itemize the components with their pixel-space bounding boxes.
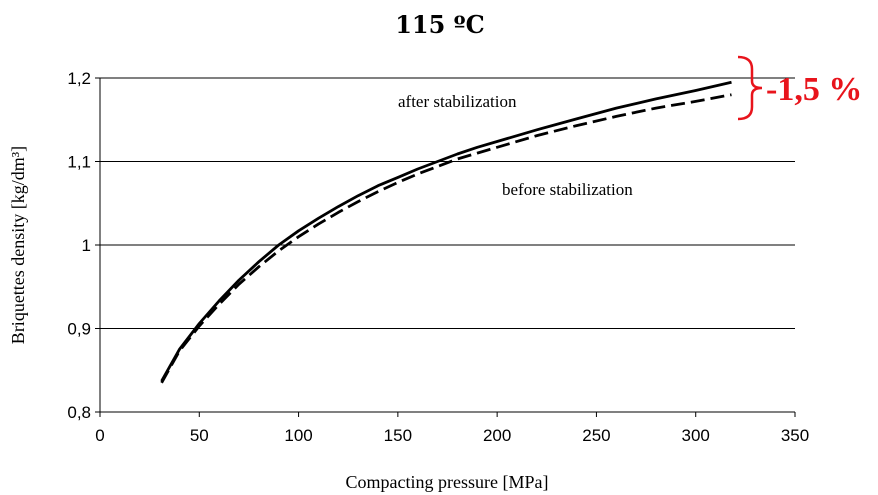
- x-axis-title: Compacting pressure [MPa]: [346, 472, 549, 492]
- x-tick-label: 150: [384, 426, 412, 445]
- x-tick-label: 350: [781, 426, 809, 445]
- x-tick-label: 250: [582, 426, 610, 445]
- annotation-difference-percent: -1,5 %: [766, 71, 862, 108]
- y-tick-label: 1,2: [67, 69, 91, 88]
- y-tick-label: 1: [82, 236, 91, 255]
- annotation-after-stabilization: after stabilization: [398, 92, 517, 111]
- chart-title: 115 ºC: [395, 10, 485, 39]
- y-tick-label: 1,1: [67, 153, 91, 172]
- x-tick-label: 200: [483, 426, 511, 445]
- series-line-dashed: [160, 93, 732, 384]
- annotation-before-stabilization: before stabilization: [502, 180, 633, 199]
- y-tick-label: 0,9: [67, 320, 91, 339]
- x-axis-ticks: 0 50 100 150 200 250 300 350: [95, 412, 809, 445]
- x-tick-label: 50: [190, 426, 209, 445]
- series-line-solid: [160, 80, 732, 382]
- difference-brace: [737, 55, 763, 121]
- y-axis-title: Briquettes density [kg/dm³]: [8, 146, 28, 344]
- x-tick-label: 300: [682, 426, 710, 445]
- y-axis-ticks: 0,8 0,9 1 1,1 1,2: [67, 69, 100, 422]
- x-tick-label: 100: [284, 426, 312, 445]
- series-layer: [160, 80, 732, 384]
- y-tick-label: 0,8: [67, 403, 91, 422]
- x-tick-label: 0: [95, 426, 104, 445]
